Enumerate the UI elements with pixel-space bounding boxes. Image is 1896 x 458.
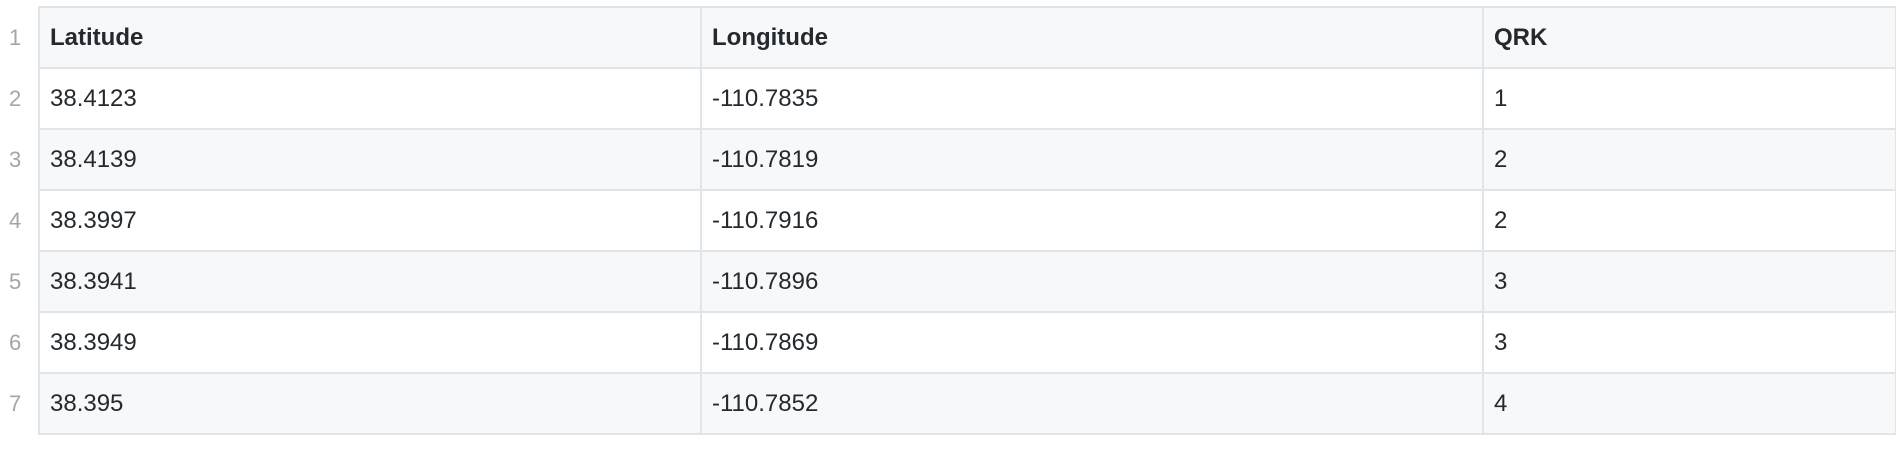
table-cell-longitude: -110.7896 [700, 250, 1484, 313]
table-cell-qrk: 2 [1482, 128, 1896, 191]
table-cell-qrk: 4 [1482, 372, 1896, 435]
table-cell-longitude: -110.7916 [700, 189, 1484, 252]
csv-table: 1 Latitude Longitude QRK 2 38.4123 -110.… [0, 6, 1896, 435]
table-cell-qrk: 3 [1482, 250, 1896, 313]
table-cell-qrk: 3 [1482, 311, 1896, 374]
line-number[interactable]: 4 [0, 190, 40, 251]
table-cell-latitude: 38.4139 [38, 128, 702, 191]
table-row: 4 38.3997 -110.7916 2 [0, 189, 1896, 252]
column-header-qrk: QRK [1482, 6, 1896, 69]
line-number[interactable]: 3 [0, 129, 40, 190]
line-number[interactable]: 1 [0, 7, 40, 68]
table-cell-latitude: 38.4123 [38, 67, 702, 130]
table-cell-longitude: -110.7835 [700, 67, 1484, 130]
table-cell-latitude: 38.3941 [38, 250, 702, 313]
table-row: 2 38.4123 -110.7835 1 [0, 67, 1896, 130]
table-row: 5 38.3941 -110.7896 3 [0, 250, 1896, 313]
table-cell-latitude: 38.3949 [38, 311, 702, 374]
table-header-row: 1 Latitude Longitude QRK [0, 6, 1896, 69]
table-cell-qrk: 2 [1482, 189, 1896, 252]
table-cell-qrk: 1 [1482, 67, 1896, 130]
line-number[interactable]: 6 [0, 312, 40, 373]
line-number[interactable]: 7 [0, 373, 40, 434]
line-number[interactable]: 2 [0, 68, 40, 129]
table-row: 3 38.4139 -110.7819 2 [0, 128, 1896, 191]
column-header-longitude: Longitude [700, 6, 1484, 69]
table-cell-longitude: -110.7819 [700, 128, 1484, 191]
table-cell-longitude: -110.7852 [700, 372, 1484, 435]
table-cell-latitude: 38.395 [38, 372, 702, 435]
column-header-latitude: Latitude [38, 6, 702, 69]
table-row: 6 38.3949 -110.7869 3 [0, 311, 1896, 374]
table-cell-longitude: -110.7869 [700, 311, 1484, 374]
line-number[interactable]: 5 [0, 251, 40, 312]
table-cell-latitude: 38.3997 [38, 189, 702, 252]
table-row: 7 38.395 -110.7852 4 [0, 372, 1896, 435]
